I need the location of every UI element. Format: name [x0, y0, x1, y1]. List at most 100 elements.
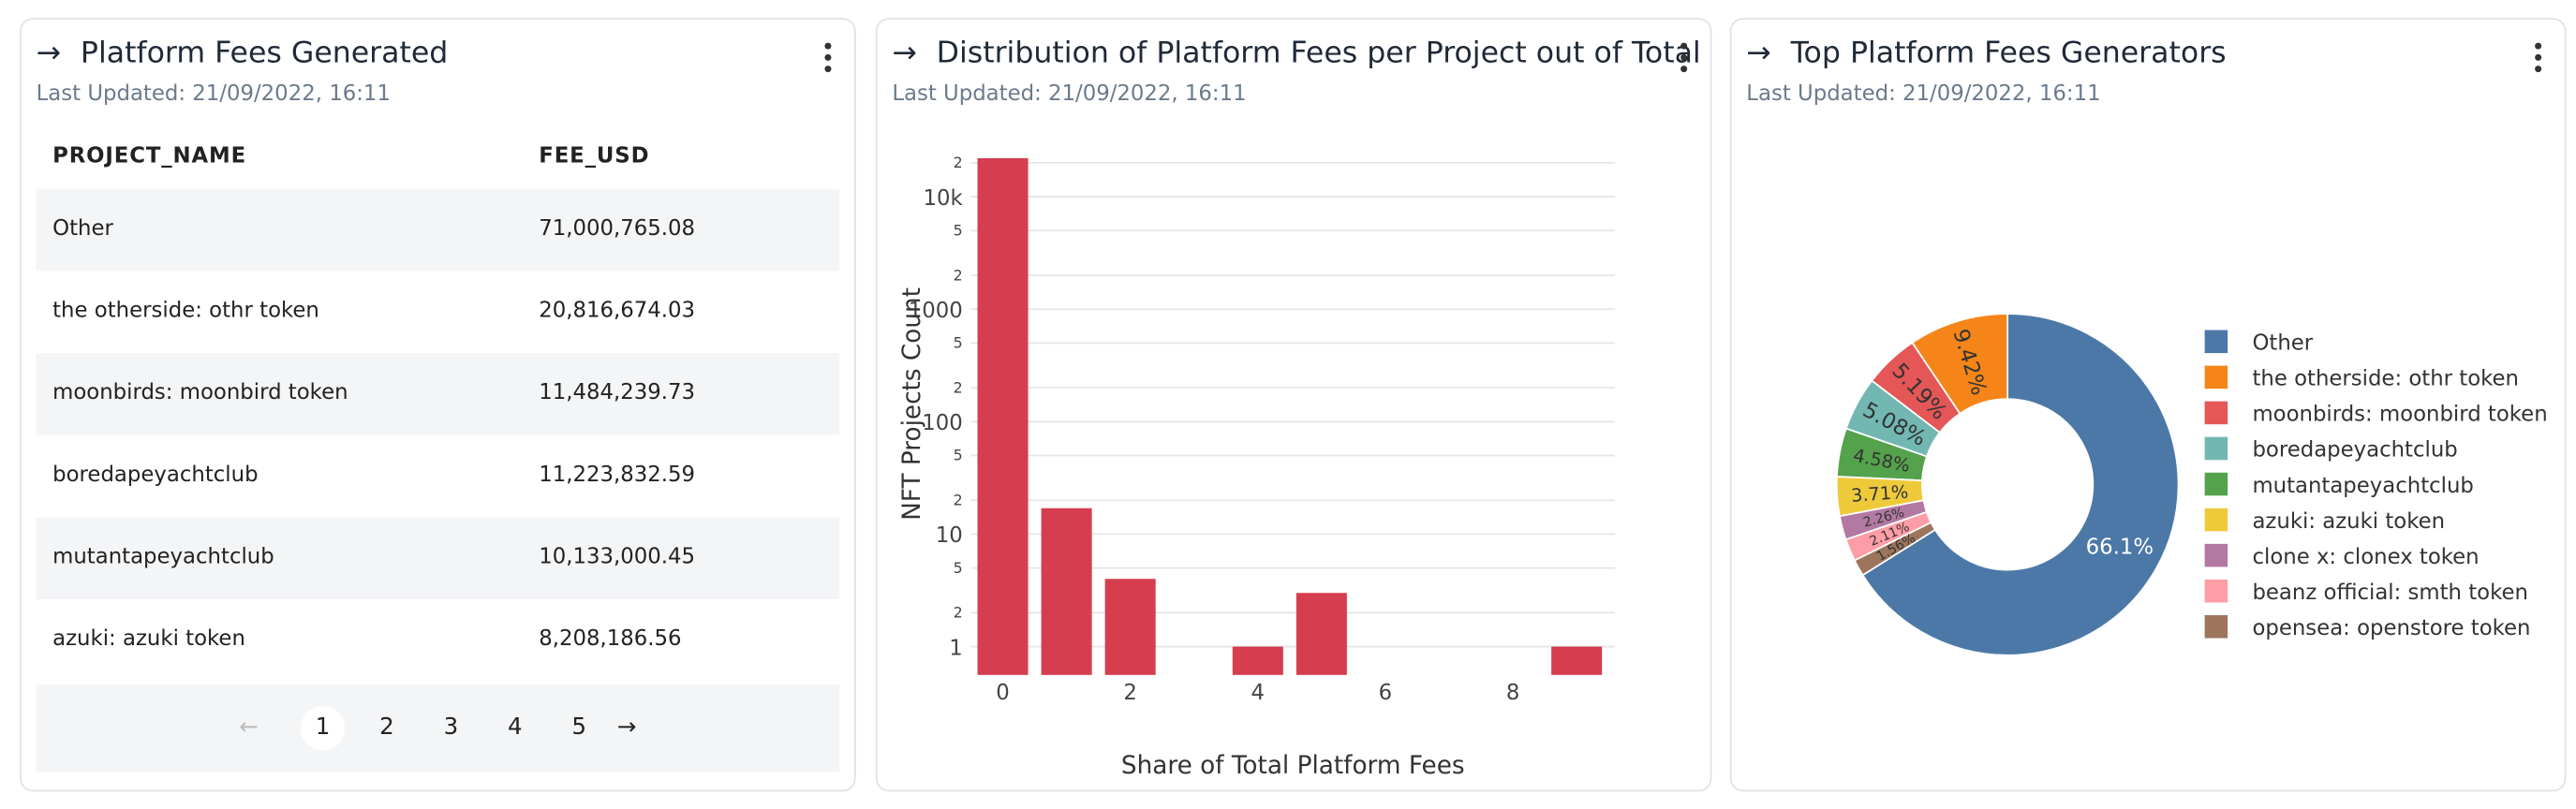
y-tick-label: 10	[936, 523, 963, 548]
y-tick-label: 100	[922, 411, 962, 435]
cell: 8,208,186.56	[539, 626, 682, 653]
legend-label: azuki: azuki token	[2252, 509, 2445, 534]
table-row: boredapeyachtclub 11,223,832.59	[37, 435, 840, 518]
legend-swatch	[2204, 401, 2228, 425]
card-title: Platform Fees Generated	[80, 36, 449, 71]
legend-swatch	[2204, 436, 2228, 461]
column-header[interactable]: FEE_USD	[539, 144, 650, 169]
histogram: 1 2 5 10 2 5 100 2 5 1000 2 5 10k 2 0 2 4 6 8 Share of Tota…	[898, 154, 1615, 780]
slice-label: 3.71%	[1850, 481, 1909, 507]
pagination: ← 1 2 3 4 5 →	[36, 684, 840, 772]
legend-label: beanz official: smth token	[2252, 581, 2527, 605]
cell: boredapeyachtclub	[52, 463, 259, 488]
slice-label: 66.1%	[2086, 536, 2154, 560]
y-tick-label: 2	[954, 154, 963, 171]
cell: Other	[52, 216, 113, 242]
card-header[interactable]: → Distribution of Platform Fees per Proje…	[892, 36, 1701, 71]
legend-label: clone x: clonex token	[2252, 545, 2479, 569]
y-tick-label: 1	[949, 636, 963, 660]
card-title: Top Platform Fees Generators	[1790, 36, 2227, 71]
legend-swatch	[2204, 614, 2228, 639]
cell: moonbirds: moonbird token	[52, 380, 348, 406]
y-axis-label: NFT Projects Count	[898, 287, 926, 521]
table-row: azuki: azuki token 8,208,186.56	[37, 599, 840, 682]
legend-label: Other	[2252, 331, 2313, 356]
menu-button[interactable]	[824, 42, 832, 78]
menu-button[interactable]	[1680, 42, 1688, 78]
next-page[interactable]: →	[616, 713, 637, 741]
page-button[interactable]: 3	[443, 713, 459, 741]
donut-slice	[1871, 341, 1962, 434]
donut-slice	[1844, 510, 1932, 562]
histogram-card: → Distribution of Platform Fees per Proje…	[875, 18, 1712, 792]
cell: 71,000,765.08	[539, 216, 696, 242]
bar	[1295, 593, 1347, 675]
page-button[interactable]: 4	[507, 713, 523, 741]
cell: 20,816,674.03	[539, 299, 696, 324]
cell: 11,484,239.73	[539, 380, 696, 406]
table-card: → Platform Fees Generated Last Updated: 2…	[20, 18, 856, 792]
legend-swatch	[2204, 507, 2228, 532]
donut-slice	[1853, 521, 1937, 577]
x-tick-label: 4	[1251, 681, 1266, 705]
y-tick-label: 5	[954, 334, 963, 352]
cell: azuki: azuki token	[52, 626, 245, 653]
y-tick-label: 1000	[909, 299, 963, 323]
x-tick-label: 8	[1506, 681, 1520, 705]
donut-slice	[1835, 476, 1925, 518]
x-tick-label: 2	[1123, 681, 1137, 705]
legend-label: moonbirds: moonbird token	[2252, 403, 2547, 427]
last-updated: Last Updated: 21/09/2022, 16:11	[36, 81, 391, 107]
x-tick-label: 6	[1379, 681, 1393, 705]
y-tick-label: 2	[954, 378, 963, 396]
bar	[1232, 646, 1283, 675]
last-updated: Last Updated: 21/09/2022, 16:11	[892, 81, 1247, 107]
legend-swatch	[2204, 579, 2228, 603]
legend-label: opensea: openstore token	[2252, 616, 2530, 640]
bar	[1551, 646, 1603, 675]
y-tick-label: 2	[954, 266, 963, 284]
column-header[interactable]: PROJECT_NAME	[52, 144, 247, 169]
legend-label: the otherside: othr token	[2252, 367, 2519, 391]
donut-slice	[1836, 427, 1929, 482]
legend-label: mutantapeyachtclub	[2252, 474, 2473, 498]
prev-page[interactable]: ←	[239, 713, 259, 741]
donut-slice	[1844, 379, 1941, 458]
page-button[interactable]: 5	[571, 713, 587, 741]
cell: mutantapeyachtclub	[52, 545, 274, 570]
bar	[977, 157, 1029, 675]
bar	[1104, 579, 1156, 675]
page-button[interactable]: 2	[379, 713, 394, 741]
donut-card: → Top Platform Fees Generators Last Updat…	[1729, 18, 2567, 792]
y-tick-label: 5	[954, 221, 963, 239]
table-row: mutantapeyachtclub 10,133,000.45	[36, 517, 840, 600]
y-tick-label: 2	[954, 492, 963, 509]
legend-swatch	[2204, 472, 2228, 496]
cell: the otherside: othr token	[52, 299, 319, 324]
table-row: Other 71,000,765.08	[36, 188, 840, 272]
card-header[interactable]: → Top Platform Fees Generators	[1746, 36, 2227, 71]
y-tick-label: 10k	[924, 186, 964, 211]
cell: 11,223,832.59	[539, 463, 696, 488]
bar	[1041, 507, 1092, 675]
card-header[interactable]: → Platform Fees Generated	[36, 36, 449, 71]
table-row: moonbirds: moonbird token 11,484,239.73	[36, 353, 840, 435]
donut-slice	[1911, 313, 2009, 415]
legend-swatch	[2204, 330, 2228, 354]
x-axis-label: Share of Total Platform Fees	[1121, 752, 1465, 780]
donut-slice	[1838, 499, 1928, 541]
legend-label: boredapeyachtclub	[2252, 438, 2457, 463]
legend-swatch	[2204, 543, 2228, 567]
card-title: Distribution of Platform Fees per Projec…	[936, 36, 1701, 71]
y-tick-label: 5	[954, 559, 963, 577]
donut-slice	[1861, 313, 2180, 656]
legend-swatch	[2204, 365, 2228, 390]
cell: 10,133,000.45	[539, 545, 696, 570]
y-tick-label: 5	[954, 447, 963, 464]
x-tick-label: 0	[996, 681, 1010, 705]
y-tick-label: 2	[954, 604, 963, 622]
page-button[interactable]: 1	[300, 706, 346, 751]
menu-button[interactable]	[2535, 42, 2542, 78]
